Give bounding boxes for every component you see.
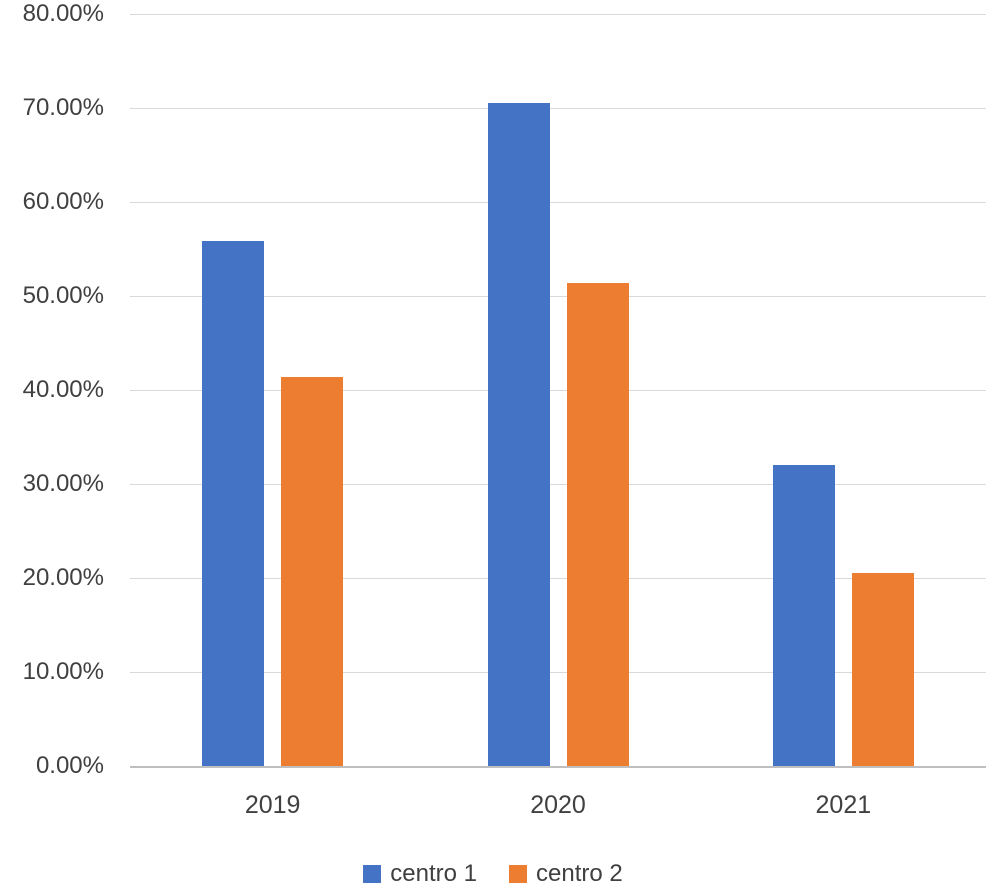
y-tick-label: 0.00% <box>35 752 104 779</box>
y-tick-label: 70.00% <box>22 94 104 121</box>
x-tick-label-2019: 2019 <box>244 791 301 819</box>
legend-item-centro-1: centro 1 <box>363 860 477 887</box>
y-tick-label: 40.00% <box>22 376 104 403</box>
y-tick-label: 20.00% <box>22 564 104 591</box>
bar-centro-1-2021 <box>772 465 835 766</box>
bar-centro-1-2019 <box>202 241 265 766</box>
legend-swatch-centro-1 <box>363 864 382 883</box>
x-tick-label-2020: 2020 <box>530 791 586 819</box>
gridline <box>130 296 986 297</box>
gridline <box>130 390 986 391</box>
y-tick-label: 30.00% <box>22 470 104 497</box>
y-tick-label: 60.00% <box>22 188 104 215</box>
y-tick-label: 80.00% <box>22 0 104 27</box>
gridline <box>130 578 986 579</box>
gridline <box>130 108 986 109</box>
legend-swatch-centro-2 <box>509 864 527 883</box>
y-tick-label: 50.00% <box>22 282 104 309</box>
gridline <box>130 672 986 673</box>
bar-centro-2-2020 <box>566 282 629 766</box>
legend-label-centro-1: centro 1 <box>390 859 477 887</box>
legend-label-centro-2: centro 2 <box>536 859 623 887</box>
legend-item-centro-2: centro 2 <box>509 860 623 887</box>
y-tick-label: 10.00% <box>22 658 104 685</box>
x-axis-line <box>130 766 986 768</box>
gridline <box>130 14 986 15</box>
bar-centro-2-2019 <box>281 376 344 766</box>
gridline <box>130 202 986 203</box>
bar-centro-1-2020 <box>487 103 550 766</box>
bar-centro-2-2021 <box>851 573 914 766</box>
gridline <box>130 484 986 485</box>
legend: centro 1 centro 2 <box>0 860 986 887</box>
x-tick-label-2021: 2021 <box>815 791 872 819</box>
